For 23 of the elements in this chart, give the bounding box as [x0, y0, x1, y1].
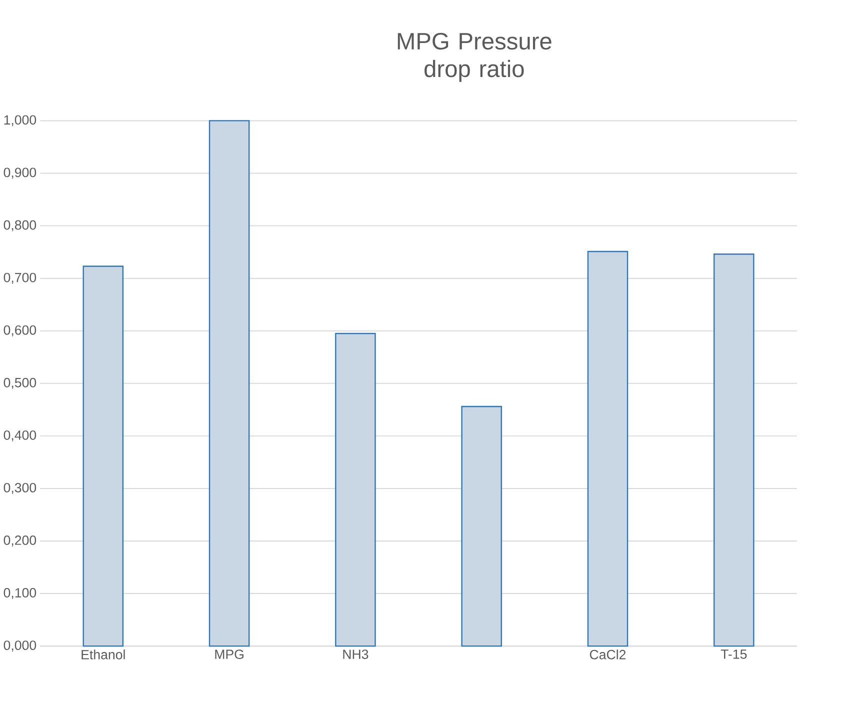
bar: [82, 265, 124, 646]
y-tick-label: 1,000: [4, 115, 36, 126]
bar: [587, 250, 628, 646]
x-tick-label: MPG: [215, 649, 244, 659]
bar: [335, 332, 376, 646]
x-tick-label: CaCl2: [590, 649, 626, 660]
y-tick-label: 0,900: [4, 168, 36, 179]
chart-title: MPG Pressure drop ratio: [398, 32, 552, 82]
x-tick-label: NH3: [343, 649, 368, 659]
y-tick-label: 0,500: [4, 378, 36, 389]
y-tick-label: 0,700: [4, 272, 36, 284]
bar: [714, 253, 754, 646]
x-tick-label: T-15: [720, 649, 747, 659]
bar: [461, 406, 502, 646]
y-tick-label: 0,300: [4, 482, 36, 494]
bar: [208, 120, 250, 646]
y-tick-label: 0,400: [4, 430, 36, 442]
y-tick-label: 0,100: [4, 588, 36, 599]
y-tick-label: 0,800: [4, 220, 36, 232]
x-tick-label: Ethanol: [82, 649, 125, 660]
y-tick-label: 0,600: [4, 325, 36, 336]
y-tick-label: 0,200: [4, 535, 36, 546]
y-tick-label: 0,000: [4, 640, 36, 652]
